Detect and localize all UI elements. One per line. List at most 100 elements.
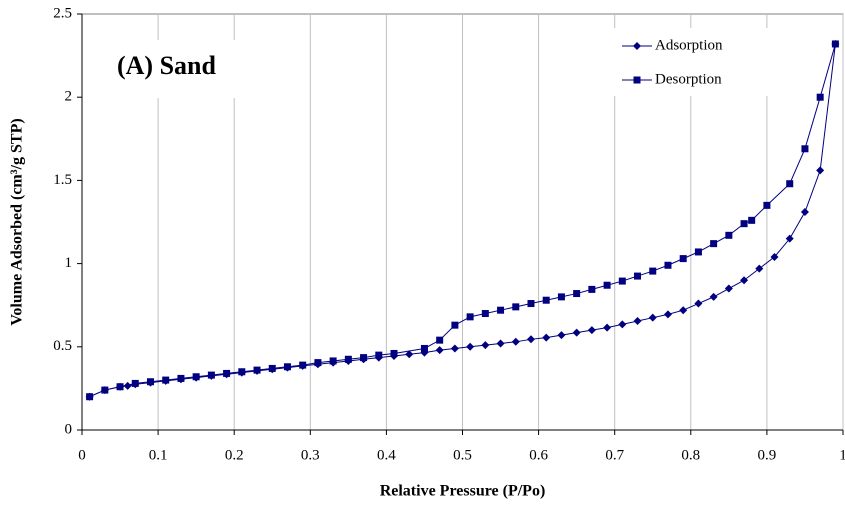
data-point xyxy=(451,321,459,329)
data-point xyxy=(481,341,490,350)
data-point xyxy=(405,350,414,359)
data-point xyxy=(192,373,200,381)
data-point xyxy=(816,93,824,101)
data-point xyxy=(511,337,520,346)
data-point xyxy=(801,145,809,153)
data-point xyxy=(238,368,246,376)
data-point xyxy=(649,267,657,275)
data-point xyxy=(299,361,307,369)
data-point xyxy=(116,383,124,391)
x-tick-label: 0.6 xyxy=(529,447,548,463)
data-point xyxy=(740,220,748,228)
annotation: (A) Sand xyxy=(117,51,217,80)
data-point xyxy=(436,336,444,344)
data-point xyxy=(816,166,825,175)
y-tick-label: 2.5 xyxy=(53,5,72,21)
data-point xyxy=(587,326,596,335)
data-point xyxy=(390,349,398,357)
x-axis-label: Relative Pressure (P/Po) xyxy=(380,483,546,500)
data-point xyxy=(770,252,779,261)
x-tick-label: 0 xyxy=(78,447,86,463)
data-point xyxy=(663,310,672,319)
data-point xyxy=(740,276,749,285)
data-point xyxy=(314,359,322,367)
data-point xyxy=(466,342,475,351)
x-tick-label: 0.5 xyxy=(453,447,472,463)
x-tick-label: 0.4 xyxy=(377,447,396,463)
data-point xyxy=(572,328,581,337)
y-tick-label: 0.5 xyxy=(53,338,72,354)
data-point xyxy=(709,292,718,301)
data-point xyxy=(253,366,261,374)
legend-marker xyxy=(633,42,641,50)
legend-label: Desorption xyxy=(655,71,722,87)
data-point xyxy=(123,381,132,390)
legend-box xyxy=(612,28,802,96)
data-point xyxy=(755,264,764,273)
data-point xyxy=(542,333,551,342)
data-point xyxy=(375,351,383,359)
data-point xyxy=(207,371,215,379)
data-point xyxy=(86,393,94,401)
data-point xyxy=(450,344,459,353)
data-point xyxy=(101,386,109,394)
data-point xyxy=(420,344,428,352)
data-point xyxy=(603,281,611,289)
data-point xyxy=(496,339,505,348)
data-point xyxy=(831,40,839,48)
x-tick-label: 0.8 xyxy=(681,447,700,463)
data-point xyxy=(664,261,672,269)
data-point xyxy=(466,313,474,321)
data-point xyxy=(634,272,642,280)
x-tick-label: 0.7 xyxy=(605,447,624,463)
y-axis-label: Volume Adsorbed (cm³/g STP) xyxy=(9,118,26,325)
data-point xyxy=(435,346,444,355)
data-point xyxy=(268,364,276,372)
data-point xyxy=(785,234,794,243)
data-point xyxy=(177,374,185,382)
x-tick-label: 0.3 xyxy=(301,447,320,463)
x-tick-label: 0.2 xyxy=(225,447,244,463)
data-point xyxy=(633,317,642,326)
data-point xyxy=(724,284,733,293)
data-point xyxy=(573,290,581,298)
data-point xyxy=(162,376,170,384)
data-point xyxy=(360,354,368,362)
data-point xyxy=(557,293,565,301)
x-tick-label: 0.9 xyxy=(758,447,777,463)
data-point xyxy=(618,320,627,329)
data-point xyxy=(542,296,550,304)
x-tick-label: 0.1 xyxy=(149,447,168,463)
data-point xyxy=(648,313,657,322)
data-point xyxy=(512,303,520,311)
data-point xyxy=(557,331,566,340)
data-point xyxy=(694,299,703,308)
data-point xyxy=(497,306,505,314)
data-point xyxy=(679,306,688,315)
data-point xyxy=(763,201,771,209)
legend-label: Adsorption xyxy=(655,37,723,53)
data-point xyxy=(710,240,718,248)
data-point xyxy=(131,379,139,387)
data-point xyxy=(786,180,794,188)
y-tick-label: 2 xyxy=(65,89,73,105)
data-point xyxy=(679,255,687,263)
data-point xyxy=(223,369,231,377)
data-point xyxy=(618,277,626,285)
y-tick-label: 0 xyxy=(65,421,73,437)
data-point xyxy=(526,335,535,344)
y-tick-label: 1.5 xyxy=(53,172,72,188)
annotation-box xyxy=(100,40,285,98)
data-point xyxy=(344,355,352,363)
legend-marker xyxy=(633,76,641,84)
data-point xyxy=(481,310,489,318)
data-point xyxy=(329,357,337,365)
data-point xyxy=(527,300,535,308)
y-tick-label: 1 xyxy=(65,255,73,271)
data-point xyxy=(588,285,596,293)
data-point xyxy=(800,208,809,217)
data-point xyxy=(748,216,756,224)
data-point xyxy=(725,231,733,239)
